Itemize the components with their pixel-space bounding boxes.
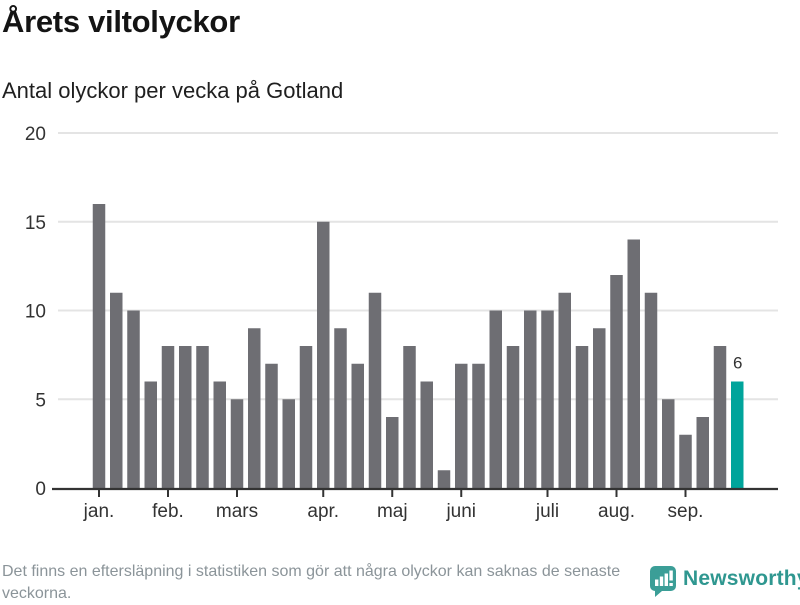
bar [403, 346, 416, 488]
bar [196, 346, 209, 488]
bar [679, 434, 692, 488]
newsworthy-logo[interactable]: Newsworthy [650, 566, 800, 597]
page-title: Årets viltolyckor [2, 4, 240, 39]
bar-chart: jan. feb. mars apr. maj juni juli aug. sep. 0 5 10 1… [25, 124, 778, 522]
bar [627, 239, 640, 488]
bar [593, 328, 606, 488]
footnote-text: Det finns en eftersläpning i statistiken… [2, 563, 621, 602]
bar [368, 292, 382, 488]
bar [541, 310, 554, 488]
bar [334, 328, 347, 488]
x-axis-month-label: jan. [83, 501, 115, 522]
y-axis-tick-label: 20 [25, 124, 46, 145]
bar [696, 417, 709, 488]
bar [575, 346, 589, 488]
y-axis-tick-label: 10 [25, 302, 46, 323]
bar [610, 275, 623, 488]
bar [299, 346, 313, 488]
bar [265, 363, 278, 488]
bar [437, 470, 451, 488]
bar [230, 399, 244, 488]
bar [489, 310, 502, 488]
bar [713, 346, 727, 488]
bar [420, 381, 433, 488]
bar [144, 381, 157, 488]
x-axis-month-label: apr. [307, 501, 339, 522]
bar [662, 399, 675, 488]
highlight-value-label: 6 [733, 354, 742, 373]
x-axis-month-label: aug. [598, 501, 635, 522]
x-axis-month-label: juli [535, 501, 559, 522]
bar [282, 399, 295, 488]
bar [317, 221, 330, 488]
bar [213, 381, 226, 488]
bar [161, 346, 175, 488]
bar [248, 328, 261, 488]
x-axis-month-label: sep. [668, 501, 704, 522]
bar [472, 363, 485, 488]
bar [179, 346, 192, 488]
bar-current-week [731, 381, 744, 488]
y-axis-tick-label: 0 [35, 479, 46, 500]
bar [506, 346, 520, 488]
x-axis-month-label: juni [445, 501, 476, 522]
newsworthy-logo-icon [650, 566, 676, 597]
bar [455, 363, 468, 488]
bar [558, 292, 571, 488]
bar [127, 310, 140, 488]
bar [110, 292, 123, 488]
bar [386, 417, 399, 488]
x-axis-month-label: maj [377, 501, 408, 522]
bar [644, 292, 658, 488]
bar [351, 363, 364, 488]
x-axis-month-label: mars [216, 501, 258, 522]
x-axis-month-label: feb. [152, 501, 184, 522]
y-axis-tick-label: 5 [35, 390, 46, 411]
bar [92, 204, 106, 488]
bar [524, 310, 537, 488]
chart-subtitle: Antal olyckor per vecka på Gotland [2, 78, 344, 103]
y-axis-tick-label: 15 [25, 213, 46, 234]
newsworthy-logo-text: Newsworthy [683, 567, 800, 590]
